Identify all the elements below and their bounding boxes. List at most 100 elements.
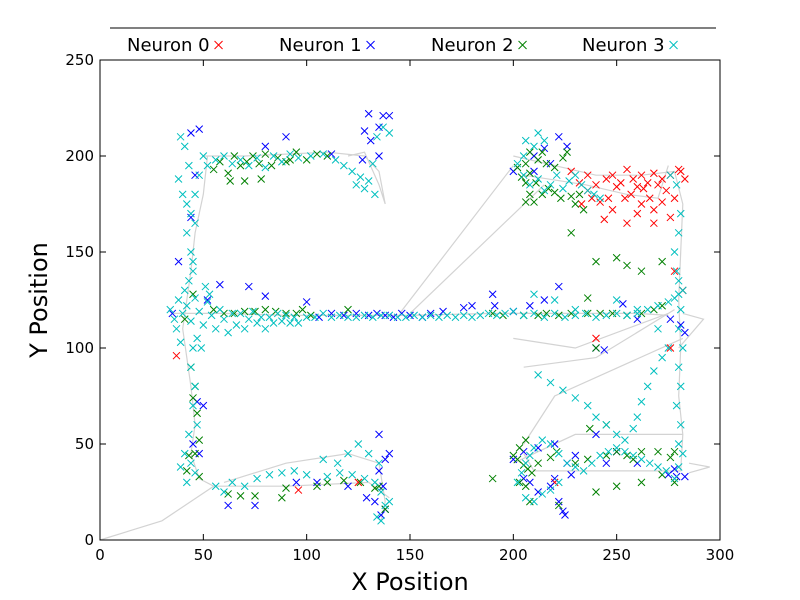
data-point (292, 309, 301, 318)
data-point (579, 467, 588, 475)
data-point (290, 313, 299, 322)
data-point (554, 478, 563, 487)
data-point (364, 449, 373, 458)
data-point (354, 440, 363, 448)
data-point (216, 280, 224, 289)
data-point (189, 440, 197, 448)
data-point (189, 267, 197, 276)
data-point (554, 497, 563, 506)
data-point (224, 501, 232, 510)
data-point (509, 455, 518, 464)
data-point (571, 394, 580, 402)
data-point (195, 307, 204, 316)
data-point (571, 311, 580, 320)
data-point (513, 163, 522, 172)
data-point (538, 436, 547, 445)
data-point (540, 296, 549, 304)
x-tick-label: 50 (194, 546, 213, 564)
data-point (298, 305, 307, 314)
data-point (379, 111, 387, 120)
data-point (666, 315, 675, 324)
data-point (311, 313, 319, 322)
data-point (521, 159, 530, 168)
data-point (348, 167, 356, 176)
data-point (590, 190, 598, 199)
trajectory-path (182, 155, 214, 487)
data-point (674, 363, 683, 372)
data-point (182, 200, 191, 208)
data-point (554, 132, 563, 141)
data-point (552, 171, 561, 180)
data-point (623, 311, 631, 320)
data-point (596, 198, 604, 206)
data-point (352, 180, 361, 189)
data-point (534, 311, 542, 320)
data-point (637, 478, 646, 487)
data-point (381, 455, 390, 464)
trajectory-path (523, 165, 669, 199)
data-point (596, 451, 604, 460)
data-point (602, 175, 611, 183)
data-point (484, 309, 493, 318)
data-point (375, 430, 383, 439)
data-point (629, 455, 638, 464)
data-point (538, 148, 547, 157)
data-point (187, 317, 195, 325)
trajectory-path (523, 337, 684, 445)
data-point (203, 296, 212, 304)
data-point (526, 180, 534, 189)
data-point (672, 267, 681, 276)
data-point (261, 142, 270, 151)
data-point (577, 180, 586, 189)
legend-item-1: Neuron 1 (279, 35, 375, 56)
data-point (377, 311, 385, 320)
data-point (244, 161, 253, 170)
data-point (571, 200, 580, 208)
data-point (612, 309, 621, 318)
data-point (189, 257, 197, 266)
data-point (554, 282, 563, 291)
data-point (645, 459, 654, 468)
data-point (286, 319, 294, 327)
data-point (195, 171, 204, 180)
data-point (220, 488, 228, 496)
data-point (313, 150, 321, 158)
data-point (645, 194, 654, 203)
data-point (251, 491, 259, 500)
data-point (375, 459, 383, 468)
data-point (666, 344, 675, 352)
data-point (526, 301, 534, 310)
data-point (426, 309, 435, 318)
data-point (292, 478, 301, 487)
data-point (567, 192, 576, 201)
data-point (261, 163, 270, 172)
data-point (596, 194, 604, 203)
data-point (546, 180, 555, 189)
data-point (193, 334, 201, 343)
data-point (588, 194, 596, 203)
data-point (352, 313, 361, 322)
data-point (678, 344, 687, 352)
data-point (375, 467, 383, 475)
data-point (666, 171, 675, 180)
data-point (232, 321, 241, 329)
data-point (209, 305, 218, 314)
data-point (236, 155, 245, 164)
trajectory-path (513, 312, 669, 349)
data-point (182, 467, 191, 475)
legend-item-3: Neuron 3 (582, 35, 678, 56)
data-point (670, 474, 679, 483)
data-point (302, 313, 311, 322)
data-point (534, 175, 542, 183)
data-point (302, 470, 311, 479)
y-axis-title: Y Position (25, 242, 53, 359)
data-point (670, 447, 679, 456)
data-point (592, 430, 600, 439)
data-point (571, 459, 580, 468)
data-point (228, 478, 237, 487)
data-point (521, 179, 530, 187)
data-point (513, 159, 522, 168)
trajectory-path (688, 462, 710, 474)
data-point (240, 482, 249, 491)
data-point (530, 497, 538, 506)
